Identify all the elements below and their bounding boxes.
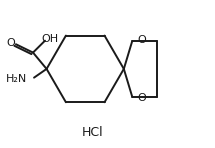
Text: HCl: HCl: [82, 126, 103, 139]
Text: O: O: [137, 35, 146, 45]
Text: O: O: [6, 38, 15, 48]
Text: OH: OH: [42, 34, 59, 44]
Text: H₂N: H₂N: [6, 74, 27, 84]
Text: O: O: [137, 93, 146, 103]
